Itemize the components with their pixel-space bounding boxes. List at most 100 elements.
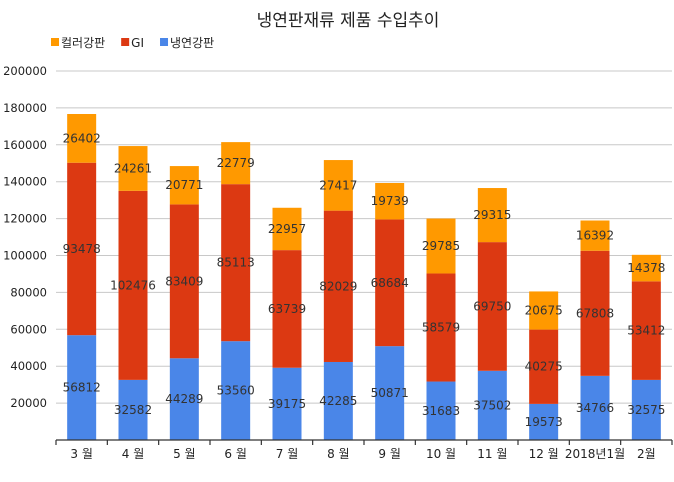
legend-label-gi: GI (131, 36, 144, 50)
bar-segment[interactable] (375, 346, 405, 440)
bar-segment[interactable] (426, 273, 456, 382)
data-label: 93478 (63, 242, 101, 256)
y-tick-label: 140000 (3, 175, 47, 189)
y-tick-label: 120000 (3, 212, 47, 226)
data-label: 63739 (268, 302, 306, 316)
y-tick-label: 20000 (10, 396, 47, 410)
bar-segment[interactable] (118, 146, 148, 191)
data-label: 31683 (422, 404, 460, 418)
bar-segment[interactable] (323, 210, 353, 362)
data-label: 102476 (110, 278, 156, 292)
bar-segment[interactable] (477, 370, 507, 440)
data-label: 20771 (165, 178, 203, 192)
bar-segment[interactable] (426, 218, 456, 274)
data-label: 37502 (473, 398, 511, 412)
bar-segment[interactable] (477, 242, 507, 371)
bar-segment[interactable] (272, 207, 302, 251)
y-tick-label: 160000 (3, 138, 47, 152)
x-tick-label: 10 월 (426, 447, 456, 461)
bar-segment[interactable] (118, 190, 148, 380)
legend-item-gi[interactable]: GI (121, 36, 144, 50)
data-label: 27417 (319, 178, 357, 192)
y-tick-label: 200000 (3, 64, 47, 78)
x-tick-label: 3 월 (70, 447, 93, 461)
bar-segment[interactable] (426, 381, 456, 440)
x-tick-label: 11 월 (477, 447, 507, 461)
bar-segment[interactable] (580, 375, 610, 440)
data-label: 67808 (576, 306, 614, 320)
bar-segment[interactable] (169, 166, 199, 205)
legend-item-color-steel[interactable]: 컬러강판 (51, 36, 105, 50)
y-tick-label: 40000 (10, 359, 47, 373)
data-label: 53560 (217, 384, 255, 398)
bar-segment[interactable] (272, 367, 302, 440)
y-tick-label: 80000 (10, 285, 47, 299)
bar-segment[interactable] (631, 379, 661, 440)
bar-segment[interactable] (67, 335, 97, 440)
bar-segment[interactable] (323, 160, 353, 211)
data-label: 82029 (319, 279, 357, 293)
bar-segment[interactable] (529, 329, 559, 404)
y-tick-label: 180000 (3, 101, 47, 115)
data-label: 68684 (371, 276, 409, 290)
chart-title: 냉연판재류 제품 수입추이 (257, 11, 440, 31)
data-label: 58579 (422, 321, 460, 335)
bar-segment[interactable] (221, 341, 251, 440)
x-tick-label: 2월 (637, 447, 656, 461)
bar-segment[interactable] (67, 114, 97, 163)
data-label: 44289 (165, 392, 203, 406)
x-tick-label: 4 월 (122, 447, 145, 461)
data-label: 20675 (525, 304, 563, 318)
y-tick-label: 100000 (3, 249, 47, 263)
data-label: 29315 (473, 208, 511, 222)
bar-segment[interactable] (221, 142, 251, 185)
data-label: 42285 (319, 394, 357, 408)
bar-segment[interactable] (323, 361, 353, 440)
bar-segment[interactable] (580, 220, 610, 251)
bar-segment[interactable] (529, 291, 559, 330)
data-label: 24261 (114, 161, 152, 175)
bar-segment[interactable] (375, 183, 405, 220)
bar-segment[interactable] (118, 379, 148, 440)
data-label: 16392 (576, 229, 614, 243)
bar-segment[interactable] (529, 403, 559, 440)
data-label: 50871 (371, 386, 409, 400)
data-label: 19573 (525, 415, 563, 429)
data-label: 29785 (422, 239, 460, 253)
y-axis-tick-labels: 20000 40000 60000 80000 100000 120000 140000 16… (3, 64, 47, 410)
gridlines (56, 70, 672, 404)
bar-segment[interactable] (272, 250, 302, 368)
data-label: 85113 (217, 256, 255, 270)
y-tick-label: 60000 (10, 322, 47, 336)
bar-segment[interactable] (580, 250, 610, 376)
bar-segment[interactable] (631, 281, 661, 380)
bar-segment[interactable] (477, 188, 507, 243)
data-label: 32582 (114, 403, 152, 417)
data-label: 26402 (63, 131, 101, 145)
bar-segment[interactable] (169, 204, 199, 359)
bar-segment[interactable] (631, 254, 661, 282)
legend-label-cold-rolled: 냉연강판 (170, 36, 214, 50)
bar-segment[interactable] (67, 162, 97, 336)
data-label: 14378 (627, 261, 665, 275)
bar-segment[interactable] (169, 358, 199, 440)
x-tick-label: 7 월 (276, 447, 299, 461)
data-label: 53412 (627, 324, 665, 338)
x-tick-label: 9 월 (378, 447, 401, 461)
data-label: 40275 (525, 360, 563, 374)
legend-marker-gi (121, 38, 130, 46)
bar-segment[interactable] (375, 219, 405, 347)
data-label: 34766 (576, 401, 614, 415)
data-label: 22779 (217, 156, 255, 170)
data-label: 69750 (473, 299, 511, 313)
data-label: 32575 (627, 403, 665, 417)
bars (67, 114, 661, 440)
legend-item-cold-rolled[interactable]: 냉연강판 (160, 36, 214, 50)
legend: 컬러강판 GI 냉연강판 (51, 36, 214, 50)
data-label: 56812 (63, 381, 101, 395)
x-tick-label: 2018년1월 (565, 447, 625, 461)
x-axis: 3 월 4 월 5 월 6 월 7 월 8 월 9 월 10 월 11 월 12 월 2018년1월… (55, 439, 673, 461)
bar-segment[interactable] (221, 184, 251, 342)
data-label: 39175 (268, 397, 306, 411)
